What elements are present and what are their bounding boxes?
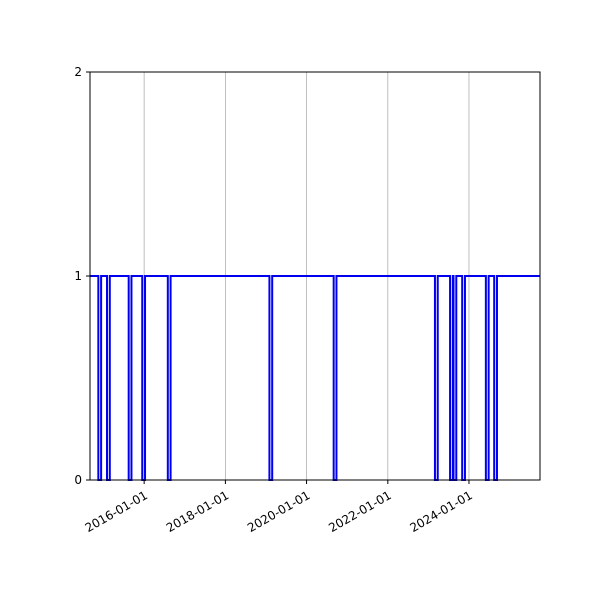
x-tick-label: 2020-01-01 — [245, 488, 312, 535]
series-layer — [90, 275, 540, 481]
x-tick-label: 2022-01-01 — [326, 488, 393, 535]
y-tick-label: 2 — [74, 65, 82, 79]
y-axis: 0 1 2 — [74, 65, 90, 487]
y-tick-label: 0 — [74, 473, 82, 487]
series-line — [90, 275, 540, 481]
x-tick-label: 2016-01-01 — [83, 488, 150, 535]
x-tick-label: 2018-01-01 — [164, 488, 231, 535]
x-tick-label: 2024-01-01 — [407, 488, 474, 535]
x-axis: 2016-01-01 2018-01-01 2020-01-01 2022-01-01… — [83, 480, 475, 535]
y-tick-label: 1 — [74, 269, 82, 283]
